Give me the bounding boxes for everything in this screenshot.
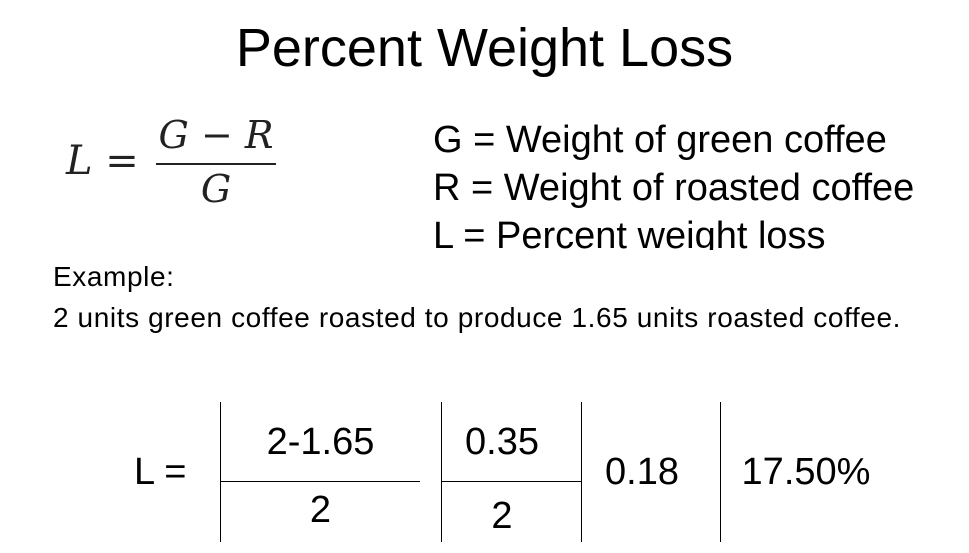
definition-r: R = Weight of roasted coffee <box>433 167 915 209</box>
step2-denominator: 2 <box>491 495 513 537</box>
example-block: Example: 2 units green coffee roasted to… <box>53 256 933 338</box>
step3-value: 0.18 <box>605 451 679 493</box>
step1-numerator: 2-1.65 <box>266 421 375 463</box>
formula-denominator: G <box>200 167 232 211</box>
step2-numerator: 0.35 <box>465 421 539 463</box>
formula-lhs: L = <box>66 138 139 184</box>
example-heading: Example: <box>53 261 175 292</box>
definition-g: G = Weight of green coffee <box>433 119 887 161</box>
weight-loss-formula: L = G − R G <box>66 112 296 212</box>
table-divider <box>220 402 221 542</box>
example-text: 2 units green coffee roasted to produce … <box>53 302 902 333</box>
formula-fraction-bar <box>156 163 276 165</box>
step1-denominator: 2 <box>309 489 332 531</box>
variable-definitions: G = Weight of green coffee R = Weight of… <box>433 116 953 250</box>
fraction-bar <box>442 481 581 482</box>
table-divider <box>581 402 582 542</box>
definition-l: L = Percent weight loss <box>433 215 826 250</box>
result-value: 17.50% <box>741 451 871 493</box>
fraction-bar <box>221 481 420 482</box>
table-divider <box>720 402 721 542</box>
slide-title: Percent Weight Loss <box>235 18 734 78</box>
formula-numerator: G − R <box>158 113 274 157</box>
table-divider <box>441 402 442 542</box>
calculation-lhs: L = <box>134 451 187 493</box>
